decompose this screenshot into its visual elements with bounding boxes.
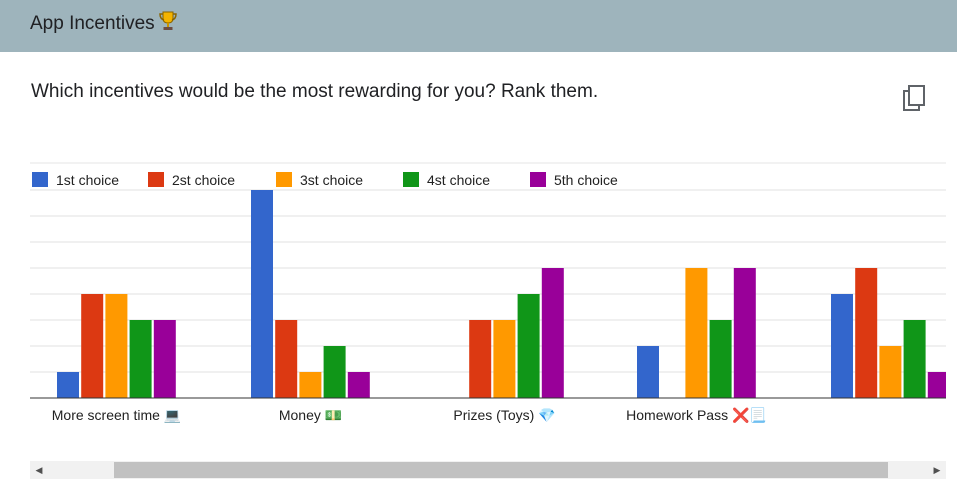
legend-swatch — [276, 172, 292, 187]
bar — [129, 320, 152, 398]
bar — [493, 320, 516, 398]
bar — [903, 320, 926, 398]
bar — [105, 294, 128, 398]
legend-label: 3st choice — [300, 172, 363, 188]
bar — [81, 294, 104, 398]
bar — [927, 372, 946, 398]
chart-gridlines — [30, 162, 946, 373]
copy-icon — [903, 85, 925, 111]
bar — [323, 346, 346, 398]
bar — [347, 372, 370, 398]
legend-swatch — [530, 172, 546, 187]
legend-label: 4st choice — [427, 172, 490, 188]
bar — [299, 372, 322, 398]
bar — [517, 294, 540, 398]
scroll-right-arrow-icon[interactable]: ▶ — [933, 464, 941, 475]
legend-label: 2st choice — [172, 172, 235, 188]
bar — [275, 320, 298, 398]
bar — [709, 320, 732, 398]
x-tick-label: Prizes (Toys) 💎 — [453, 407, 555, 423]
form-header: App Incentives — [0, 0, 957, 52]
legend-item: 4st choice — [403, 172, 490, 188]
legend-item: 2st choice — [148, 172, 235, 188]
legend-item: 5th choice — [530, 172, 618, 188]
legend-swatch — [148, 172, 164, 187]
legend-swatch — [32, 172, 48, 187]
horizontal-scrollbar[interactable]: ◀ ▶ — [30, 461, 946, 479]
chart-legend: 1st choice 2st choice 3st choice 4st choice… — [32, 172, 618, 188]
copy-chart-button[interactable] — [899, 82, 931, 114]
bar — [879, 346, 902, 398]
legend-item: 3st choice — [276, 172, 363, 188]
bar — [855, 268, 878, 398]
x-tick-label: Homework Pass ❌📃 — [626, 407, 767, 424]
scroll-left-arrow-icon[interactable]: ◀ — [35, 464, 43, 475]
question-text: Which incentives would be the most rewar… — [31, 81, 599, 102]
bar — [541, 268, 564, 398]
legend-item: 1st choice — [32, 172, 119, 188]
bar — [57, 372, 79, 398]
section-title-text: App Incentives — [30, 13, 155, 34]
legend-label: 5th choice — [554, 172, 618, 188]
x-tick-label: Money 💵 — [279, 407, 342, 423]
bar — [733, 268, 756, 398]
chart-x-labels: More screen time 💻 Money 💵 Prizes (Toys) 💎… — [52, 407, 767, 424]
legend-label: 1st choice — [56, 172, 119, 188]
scrollbar-thumb[interactable] — [114, 462, 888, 478]
bar — [153, 320, 176, 398]
bar-chart: 1st choice 2st choice 3st choice 4st choice… — [30, 162, 946, 424]
x-tick-label: More screen time 💻 — [52, 407, 182, 424]
bar — [831, 294, 853, 398]
trophy-icon — [157, 10, 179, 38]
section-title: App Incentives — [30, 10, 179, 38]
bar — [469, 320, 492, 398]
legend-swatch — [403, 172, 419, 187]
bar — [685, 268, 708, 398]
chart-bars — [30, 190, 946, 399]
bar — [637, 346, 659, 398]
bar — [251, 190, 273, 398]
